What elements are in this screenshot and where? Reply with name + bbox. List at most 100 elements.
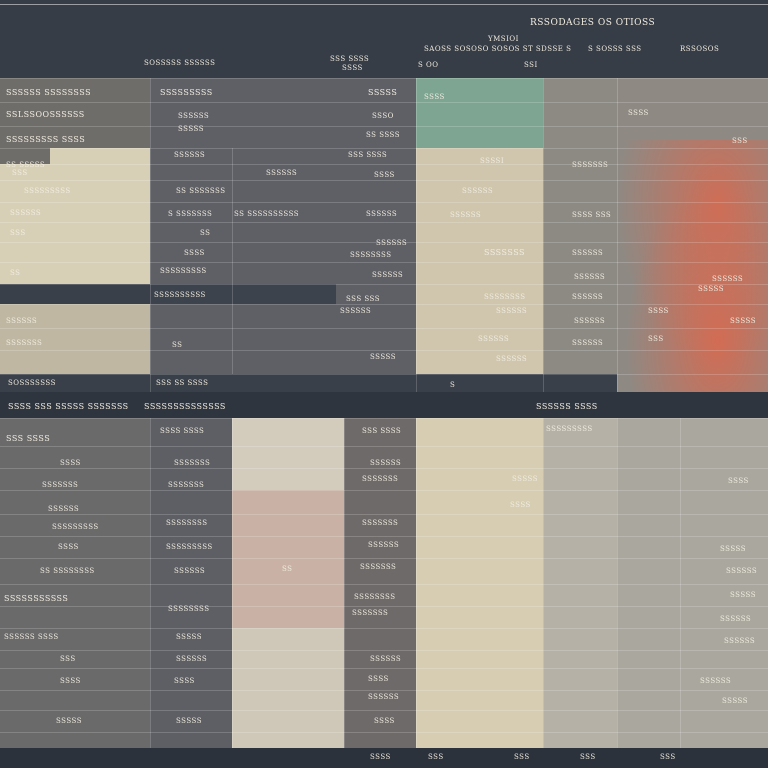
lower-col7: [617, 418, 768, 748]
lower-col7-row-5: SSSSSS: [720, 615, 752, 623]
upper-left-row-6: SSSSSSSSS: [24, 187, 71, 195]
upper-col3-footer: [416, 374, 543, 392]
upper-col4-row-2: SSSS SSS: [572, 211, 612, 219]
lower-col2-row-7: SSSSSSSS: [168, 605, 210, 613]
upper-col2-right-10: SSSSSS: [372, 271, 404, 279]
lower-header-left: SSSS SSS SSSSS SSSSSSS: [8, 402, 129, 411]
header-sub-line: SAOSS SOSOSO SOSOS ST SDSSE S: [424, 45, 572, 53]
lower-col7-row-8: SSSSS: [722, 697, 748, 705]
upper-left-lower-2: SSSSSSS: [6, 339, 43, 347]
lower-col2-row-2: SSSSSSS: [174, 459, 211, 467]
header-mid-sub: SSSS: [342, 64, 363, 72]
upper-col5-row-1: SSSS: [628, 109, 649, 117]
lower-col7-row-4: SSSSS: [730, 591, 756, 599]
upper-col4-row-5: SSSSSS: [572, 293, 604, 301]
lower-col4-row-5: SSSSSS: [368, 541, 400, 549]
upper-col5-row-7: SSS: [648, 335, 664, 343]
header-sub-right-b: RSSOSOS: [680, 45, 720, 53]
upper-left-triangle: [0, 148, 50, 164]
lower-col5: [416, 418, 543, 748]
upper-col3-row-5: SSSSSSS: [484, 248, 526, 257]
upper-col2-row-1: SSSSSSSSS: [160, 88, 213, 97]
upper-col3-row-2: SSSSI: [480, 157, 505, 165]
upper-col2-mid-7: SS SSSSSSSSSS: [234, 210, 300, 218]
upper-col5-row-6: SSSSS: [730, 317, 756, 325]
upper-col2-right-13: SSSSS: [370, 353, 396, 361]
upper-left-lower: [0, 304, 150, 374]
lower-col6: [543, 418, 617, 748]
lower-col2-row-11: SSSSS: [176, 717, 202, 725]
upper-left-top: [0, 78, 150, 148]
footer-band: [0, 748, 768, 768]
upper-col4-row-7: SSSSSS: [572, 339, 604, 347]
upper-col2-d: SS: [172, 341, 183, 349]
lower-col2-row-4: SSSSSSSS: [166, 519, 208, 527]
lower-col2-row-3: SSSSSSS: [168, 481, 205, 489]
lower-col2-row-10: SSSS: [174, 677, 195, 685]
upper-col2-right-8: SSSSSS: [376, 239, 408, 247]
lower-col4-row-9: SSSSSS: [370, 655, 402, 663]
lower-col4-row-1: SSS SSSS: [362, 427, 402, 435]
upper-left-row-2: SSLSSOOSSSSSS: [6, 110, 85, 119]
lower-left-row-8: SSSSSSSSSSS: [4, 594, 69, 603]
lower-col4: [344, 418, 416, 748]
lower-col7-row-3: SSSSSS: [726, 567, 758, 575]
upper-coral-wash: [600, 140, 768, 392]
footer-item-3: SSS: [514, 753, 530, 761]
footer-item-2: SSS: [428, 753, 444, 761]
upper-col2-footer: SSS SS SSSS: [156, 379, 209, 387]
lower-col4-row-7: SSSSSSSS: [354, 593, 396, 601]
upper-left-dark: [0, 284, 150, 304]
lower-left-row-2: SSSS: [60, 459, 81, 467]
lower-col2-row-6: SSSSSS: [174, 567, 206, 575]
upper-col2-row-2: SSSSSS: [178, 112, 210, 120]
upper-col2-right-2: SSSO: [372, 112, 394, 120]
upper-left-row-3: SSSSSSSSS SSSS: [6, 135, 86, 144]
upper-col2-dark: [150, 284, 336, 304]
upper-col3-beige: [416, 148, 543, 374]
footer-item-4: SSS: [580, 753, 596, 761]
lower-left: [0, 418, 150, 748]
lower-col4-row-2: SSSSSS: [370, 459, 402, 467]
upper-col3-row-7: SSSSSS: [496, 307, 528, 315]
upper-col3-teal: [416, 78, 543, 148]
upper-col2-row-6: SS SSSSSSS: [176, 187, 226, 195]
upper-col2-row-7: S SSSSSSS: [168, 210, 213, 218]
upper-col4-row-6: SSSSSS: [574, 317, 606, 325]
lower-col2-row-8: SSSSS: [176, 633, 202, 641]
lower-col6-row-3: SSSS: [510, 501, 531, 509]
upper-col2-right-3: SS SSSS: [366, 131, 401, 139]
header-sub-right-a: S SOSSS SSS: [588, 45, 642, 53]
lower-col7-row-7: SSSSSS: [700, 677, 732, 685]
lower-left-row-10: SSS: [60, 655, 76, 663]
upper-col2: [150, 78, 416, 392]
upper-col4-row-4: SSSSSS: [574, 273, 606, 281]
lower-col2: [150, 418, 232, 748]
footer-item-1: SSSS: [370, 753, 391, 761]
upper-col4-row-3: SSSSSS: [572, 249, 604, 257]
upper-col3-row-8: SSSSSS: [478, 335, 510, 343]
lower-left-row-5: SSSSSSSSS: [52, 523, 99, 531]
lower-col7-row-2: SSSSS: [720, 545, 746, 553]
upper-col3-row-1: SSSS: [424, 93, 445, 101]
lower-col2-row-9: SSSSSS: [176, 655, 208, 663]
header-left-label: SOSSSSS SSSSSS: [144, 59, 216, 67]
upper-col3-footer: S: [450, 381, 456, 389]
lower-col6-row-1: SSSSSSSSS: [546, 425, 593, 433]
lower-col6-row-2: SSSSS: [512, 475, 538, 483]
lower-col4-row-4: SSSSSSS: [362, 519, 399, 527]
upper-left-lower-1: SSSSSS: [6, 317, 38, 325]
upper-left-row-5: SSS: [12, 169, 28, 177]
lower-left-row-11: SSSS: [60, 677, 81, 685]
lower-col4-row-8: SSSSSSS: [352, 609, 389, 617]
upper-left-row-9: SS: [10, 269, 21, 277]
footer-item-5: SSS: [660, 753, 676, 761]
header-title: RSSODAGES OS OTIOSS: [530, 18, 656, 28]
lower-left-row-6: SSSS: [58, 543, 79, 551]
upper-left-row-1: SSSSSS SSSSSSSS: [6, 88, 92, 97]
lower-header-mid: SSSSSSSSSSSSSS: [144, 402, 226, 411]
lower-left-row-3: SSSSSSS: [42, 481, 79, 489]
upper-col3-row-4: SSSSSS: [450, 211, 482, 219]
upper-col5-row-2: SSS: [732, 137, 748, 145]
upper-col2-right-12: SSSSSS: [340, 307, 372, 315]
